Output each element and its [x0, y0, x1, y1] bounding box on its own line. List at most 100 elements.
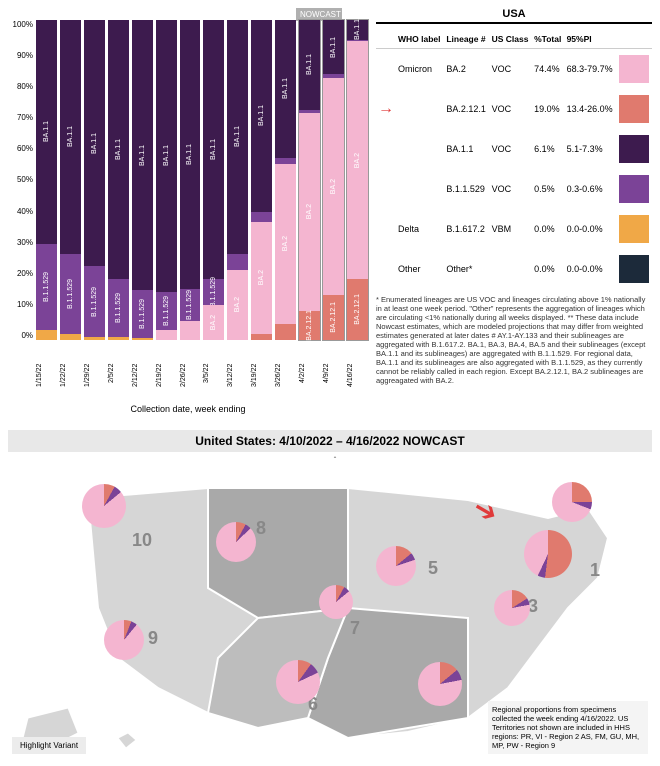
column-header: US Class [490, 30, 532, 49]
cell-pct: 0.5% [532, 169, 564, 209]
bar-segment: BA.2 [251, 222, 272, 334]
cell-pct: 74.4% [532, 49, 564, 90]
y-axis: 100%90%80%70%60%50%40%30%20%10%0% [8, 20, 36, 340]
x-tick: 3/12/22 [227, 364, 248, 398]
region-pie [216, 522, 256, 562]
segment-label: BA.2 [258, 270, 265, 285]
bar-segment: BA.1.1 [156, 20, 177, 292]
segment-label: B.1.1.529 [115, 293, 122, 323]
segment-label: BA.2.12.1 [330, 302, 337, 333]
bar-column: BA.1.1B.1.1.529 [132, 20, 153, 340]
region-number: 5 [428, 558, 438, 579]
bar-segment: BA.2 [203, 305, 224, 340]
segment-label: BA.1.1 [186, 144, 193, 165]
y-tick: 20% [8, 269, 33, 278]
bar-column: BA.1.1BA.2BA.2.12.1 [299, 20, 320, 340]
segment-label: BA.2 [282, 236, 289, 251]
cell-who [396, 89, 444, 129]
bar-column: BA.1.1 B.1.1.529 [180, 20, 201, 340]
bar-segment [251, 212, 272, 222]
cell-who [396, 169, 444, 209]
highlight-variant-control[interactable]: Highlight Variant [12, 737, 86, 754]
bar-column: BA.1.1B.1.1.529 [36, 20, 57, 340]
bar-segment: BA.2 [323, 78, 344, 296]
bar-column: BA.1.1 BA.2 [251, 20, 272, 340]
y-tick: 100% [8, 20, 33, 29]
bar-segment: BA.1.1 [275, 20, 296, 158]
segment-label: BA.2.12.1 [306, 310, 313, 341]
table-title: USA [376, 8, 652, 24]
bar-segment: BA.2.12.1 [323, 295, 344, 340]
x-tick: 3/5/22 [203, 364, 224, 398]
bar-segment: BA.2 [299, 113, 320, 311]
segment-label: BA.1.1 [234, 126, 241, 147]
bar-segment: B.1.1.529 [108, 279, 129, 337]
y-tick: 50% [8, 175, 33, 184]
cell-pi: 0.0-0.0% [565, 249, 617, 289]
x-tick: 3/26/22 [275, 364, 296, 398]
cell-who: Other [396, 249, 444, 289]
color-swatch [619, 55, 649, 83]
region-pie [319, 585, 353, 619]
bar-segment: BA.2 [347, 41, 368, 279]
cell-pi: 68.3-79.7% [565, 49, 617, 90]
color-swatch [619, 255, 649, 283]
cell-cls: VOC [490, 129, 532, 169]
cell-cls: VBM [490, 209, 532, 249]
bar-segment: BA.2 [275, 164, 296, 324]
region-number: 8 [256, 518, 266, 539]
bar-segment: BA.1.1 [347, 20, 368, 40]
arrow-cell [376, 169, 396, 209]
bar-segment: BA.1.1 [84, 20, 105, 266]
segment-label: BA.1.1 [139, 145, 146, 166]
cell-lin: BA.2.12.1 [444, 89, 489, 129]
y-tick: 80% [8, 82, 33, 91]
arrow-cell [376, 129, 396, 169]
color-swatch [619, 215, 649, 243]
segment-label: BA.1.1 [163, 145, 170, 166]
region-pie [494, 590, 530, 626]
x-tick: 4/2/22 [299, 364, 320, 398]
bar-segment: B.1.1.529 [60, 254, 81, 334]
bar-segment [84, 337, 105, 340]
y-tick: 70% [8, 113, 33, 122]
x-tick: 2/12/22 [132, 364, 153, 398]
table-row: DeltaB.1.617.2VBM0.0%0.0-0.0% [376, 209, 652, 249]
region-pie [104, 620, 144, 660]
segment-label: BA.2 [306, 204, 313, 219]
bar-segment [132, 338, 153, 340]
region-pie [418, 662, 462, 706]
segment-label: BA.2 [354, 153, 361, 168]
us-map: 12345678910 ➔ Regional proportions from … [8, 458, 652, 758]
bar-column: BA.1.1B.1.1.529BA.2 [203, 20, 224, 340]
column-header: 95%PI [565, 30, 617, 49]
x-tick: 3/19/22 [251, 364, 272, 398]
bar-segment [156, 330, 177, 340]
stacked-bar-chart: NOWCAST % Viral Lineages Among Infection… [8, 8, 368, 414]
bar-segment: BA.2.12.1 [299, 311, 320, 340]
cell-lin: B.1.617.2 [444, 209, 489, 249]
y-tick: 60% [8, 144, 33, 153]
bar-column: BA.1.1 BA.2 BA.2.12.1 [323, 20, 344, 340]
segment-label: BA.2 [210, 315, 217, 330]
cell-pct: 6.1% [532, 129, 564, 169]
bar-segment: BA.1.1 [36, 20, 57, 244]
cell-lin: BA.1.1 [444, 129, 489, 169]
bar-segment: B.1.1.529 [203, 279, 224, 305]
y-tick: 30% [8, 238, 33, 247]
bar-segment: B.1.1.529 [180, 289, 201, 321]
column-header: %Total [532, 30, 564, 49]
table-row: B.1.1.529VOC0.5%0.3-0.6% [376, 169, 652, 209]
cell-lin: Other* [444, 249, 489, 289]
bar-segment: BA.1.1 [251, 20, 272, 212]
region-number: 10 [132, 530, 152, 551]
bar-segment: BA.1.1 [180, 20, 201, 289]
cell-cls: VOC [490, 49, 532, 90]
segment-label: BA.2 [234, 297, 241, 312]
x-tick: 4/16/22 [347, 364, 368, 398]
bar-column: BA.1.1 BA.2 [227, 20, 248, 340]
region-pie [552, 482, 592, 522]
segment-label: BA.1.1 [354, 19, 361, 40]
region-number: 7 [350, 618, 360, 639]
bar-segment: BA.1.1 [323, 20, 344, 74]
